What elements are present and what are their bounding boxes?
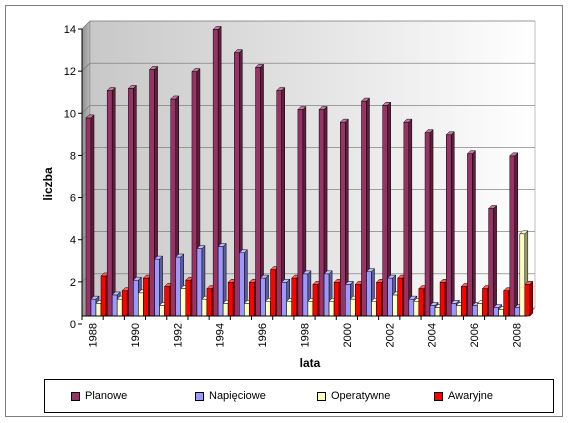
x-tick-label: 2004: [427, 323, 439, 347]
bar-Planowe-2003: [403, 118, 413, 317]
y-axis: 0 2 4 6 8 10 12 14: [64, 24, 83, 331]
x-tick-label: 2006: [469, 323, 481, 347]
bar-Planowe-2005: [445, 131, 455, 317]
back-wall: [89, 20, 536, 309]
bar-Planowe-2000: [339, 118, 349, 317]
x-tick-label: 2002: [384, 323, 396, 347]
x-tick-label: 2008: [511, 323, 523, 347]
y-tick-label: 4: [70, 235, 76, 247]
legend-swatch: [317, 391, 326, 401]
legend-swatch: [195, 391, 204, 401]
plot-background: [81, 20, 536, 317]
bar-Planowe-2006: [466, 150, 477, 317]
bar-Planowe-2008: [509, 152, 519, 317]
x-tick-label: 1996: [257, 323, 269, 347]
bar-Planowe-1989: [106, 86, 116, 317]
legend-item: Napięciowe: [195, 390, 266, 402]
legend-swatch: [434, 391, 443, 401]
y-tick-label: 0: [70, 319, 76, 331]
grid-line-side: [81, 105, 91, 114]
legend-label: Awaryjne: [448, 390, 494, 402]
x-tick-label: 1998: [300, 323, 312, 347]
grid-line-side: [81, 62, 91, 72]
x-tick-label: 1990: [130, 323, 142, 347]
bar-Planowe-1994: [212, 25, 222, 317]
bar-Planowe-2007: [488, 204, 498, 317]
bar-Awaryjne-2008: [524, 280, 534, 317]
chart-frame: 0 2 4 6 8 10 12 14 1988 1990 1992 1994 1996 1998 2000…: [5, 5, 563, 417]
x-tick-label: 1994: [215, 323, 227, 347]
legend: Planowe Napięciowe Operatywne Awaryjne: [44, 379, 554, 413]
y-tick-label: 8: [70, 150, 76, 162]
y-tick-label: 6: [70, 193, 76, 205]
bar-chart: 0 2 4 6 8 10 12 14 1988 1990 1992 1994 1996 1998 2000…: [41, 20, 536, 370]
legend-label: Operatywne: [331, 390, 391, 402]
y-tick-label: 2: [70, 277, 76, 289]
x-tick-label: 1992: [172, 323, 184, 347]
x-tick-label: 1988: [88, 323, 100, 347]
bar-Planowe-1988: [85, 114, 95, 317]
x-axis: 1988 1990 1992 1994 1996 1998 2000 2002 2004 2006…: [81, 315, 527, 347]
legend-swatch: [71, 391, 80, 401]
legend-label: Napięciowe: [209, 390, 266, 402]
legend-label: Planowe: [85, 390, 128, 402]
x-axis-title: lata: [300, 356, 321, 370]
y-tick-label: 12: [64, 66, 76, 78]
y-axis-title: liczba: [41, 167, 55, 201]
bar-Planowe-2004: [424, 129, 434, 317]
grid-line-side: [81, 20, 91, 30]
y-tick-label: 14: [64, 24, 76, 36]
y-tick-label: 10: [64, 108, 76, 120]
x-tick-label: 2000: [342, 323, 354, 347]
legend-item: Awaryjne: [434, 390, 493, 402]
legend-item: Planowe: [71, 390, 127, 402]
legend-item: Operatywne: [317, 390, 390, 402]
